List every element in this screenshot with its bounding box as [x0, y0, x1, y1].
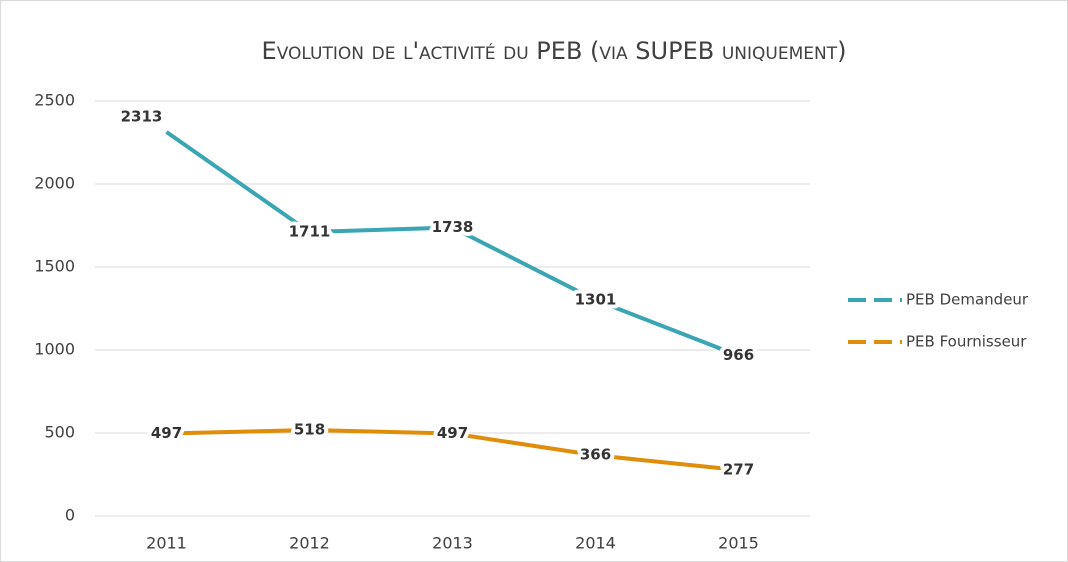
chart-title: Evolution de l'activité du PEB (via SUPE… — [262, 37, 847, 65]
y-tick-label: 500 — [44, 423, 75, 442]
data-label: 1301 — [575, 291, 617, 309]
x-tick-label: 2014 — [575, 534, 616, 553]
data-label: 966 — [723, 346, 754, 364]
legend-label: PEB Fournisseur — [906, 333, 1027, 351]
data-label: 2313 — [121, 108, 163, 126]
x-tick-label: 2015 — [718, 534, 759, 553]
x-tick-label: 2013 — [432, 534, 473, 553]
y-tick-label: 1000 — [34, 340, 75, 359]
y-tick-label: 0 — [65, 506, 75, 525]
x-tick-label: 2012 — [289, 534, 330, 553]
y-tick-label: 2000 — [34, 174, 75, 193]
data-label: 1738 — [432, 218, 474, 236]
y-tick-label: 1500 — [34, 257, 75, 276]
data-label: 1711 — [289, 222, 331, 240]
y-tick-label: 2500 — [34, 91, 75, 110]
data-label: 366 — [580, 446, 611, 464]
data-label: 277 — [723, 461, 754, 479]
line-series — [166, 428, 739, 473]
data-label: 497 — [151, 424, 182, 442]
data-label: 518 — [294, 421, 325, 439]
x-tick-label: 2011 — [146, 534, 187, 553]
line-series — [165, 130, 740, 358]
data-label: 497 — [437, 424, 468, 442]
legend-label: PEB Demandeur — [906, 291, 1029, 309]
